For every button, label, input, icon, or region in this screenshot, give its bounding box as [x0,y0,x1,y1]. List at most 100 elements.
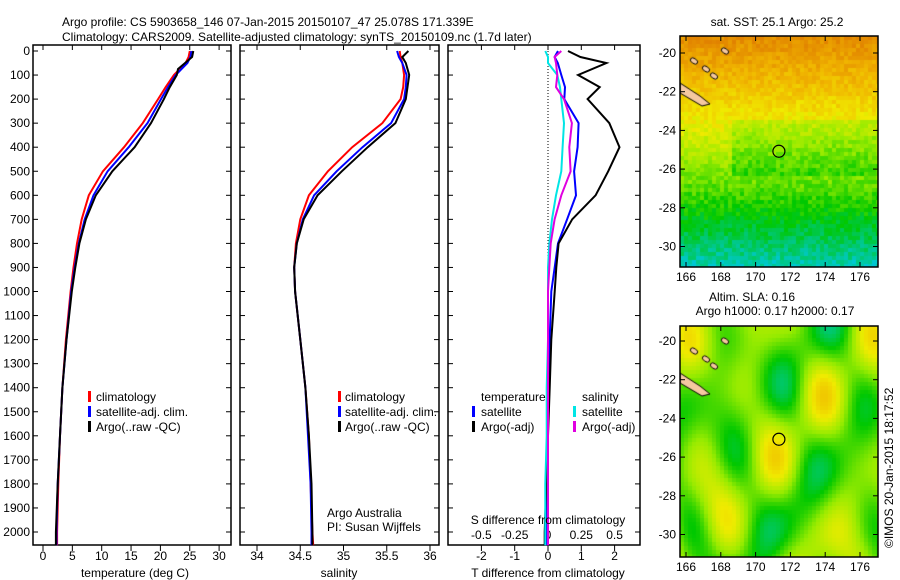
depth-tick-label: 1400 [3,381,30,395]
difference-panel: -2 -1 0 1 2-0.5 -0.25 0 0.25 0.5 [447,44,641,563]
depth-tick-label: 100 [10,68,30,82]
sla-map-axes: 166 168 170 172 174 176 -20 -22 -24 -26 -28 -30 [659,325,879,574]
depth-tick-label: 700 [10,212,30,226]
credit-line2: PI: Susan Wijffels [327,520,421,534]
depth-tick-label: 0 [23,44,30,58]
profile-location-marker [772,144,786,158]
legend-t-satellite: satellite [481,405,522,419]
legend-swatch-t-argo [472,421,475,432]
legend-t-argo: Argo(-adj) [481,420,534,434]
legend-s-satellite: satellite [582,405,623,419]
x-tick-label: 36 [423,549,437,563]
profile-line-argo-raw-qc- [293,50,411,546]
temperature-legend: climatology satellite-adj. clim. Argo(..… [88,390,188,434]
lon-tick-label: 174 [815,560,835,574]
depth-tick-label: 1600 [3,429,30,443]
lon-tick-label: 170 [746,270,766,284]
depth-tick-label: 500 [10,164,30,178]
sst-map-axes: 166 168 170 172 174 176 -20 -22 -24 -26 -28 -30 [659,35,879,284]
x-tick-label: 20 [154,549,168,563]
s-diff-tick-label: 0.5 [606,528,623,542]
tdiff-xlabel: T difference from climatology [471,566,625,580]
legend-swatch-satellite [88,406,91,417]
lon-tick-label: 174 [815,270,835,284]
plot-frame [447,44,641,546]
lat-tick-label: -28 [659,201,677,215]
legend-swatch-argo [88,421,91,432]
legend-swatch-t-satellite [472,406,475,417]
imos-timestamp: ©IMOS 20-Jan-2015 18:17:52 [882,387,896,548]
x-tick-label: 35 [337,549,351,563]
depth-tick-label: 1100 [4,309,30,323]
sst-map [680,36,878,267]
s-diff-tick-label: -0.25 [501,528,529,542]
depth-tick-label: 1700 [3,453,30,467]
profile-line-argo-raw-qc- [54,50,195,546]
depth-tick-label: 2000 [3,525,30,539]
x-tick-label: 10 [95,549,109,563]
lon-tick-label: 172 [780,270,800,284]
sla-map-subtitle: Argo h1000: 0.17 h2000: 0.17 [696,304,855,318]
x-tick-label: 30 [212,549,226,563]
lat-tick-label: -30 [659,240,677,254]
x-tick-label: -2 [476,549,487,563]
s-diff-tick-label: 0.25 [570,528,594,542]
sdiff-xlabel: S difference from climatology [471,513,626,527]
lon-tick-label: 168 [711,560,731,574]
legend-swatch-climatology [88,391,91,402]
legend-swatch-s-satellite [573,406,576,417]
plot-frame [239,44,440,546]
profile-line-satellite-adj-clim- [55,50,193,546]
salinity-panel: 34 34.5 35 35.5 36 [239,44,440,563]
lat-tick-label: -26 [659,162,677,176]
lon-tick-label: 172 [780,560,800,574]
x-tick-label: 0 [40,549,47,563]
x-tick-label: 1 [578,549,585,563]
header-line1: Argo profile: CS 5903658_146 07-Jan-2015… [62,15,474,29]
lon-tick-label: 166 [676,270,696,284]
x-tick-label: -1 [509,549,520,563]
depth-tick-label: 600 [10,188,30,202]
lon-tick-label: 166 [676,560,696,574]
legend-climatology: climatology [345,390,405,404]
lat-tick-label: -24 [659,123,677,137]
salinity-legend: climatology satellite-adj. clim. Argo(..… [338,390,437,434]
lat-tick-label: -22 [659,373,677,387]
lon-tick-label: 176 [850,270,870,284]
x-tick-label: 2 [611,549,618,563]
lat-tick-label: -22 [659,85,677,99]
lon-tick-label: 168 [711,270,731,284]
profile-location-marker [772,432,786,446]
lat-tick-label: -28 [659,489,677,503]
legend-climatology: climatology [96,390,156,404]
legend-satellite: satellite-adj. clim. [96,405,188,419]
profile-line-climatology [56,50,191,546]
depth-tick-label: 1300 [3,357,30,371]
header-line2: Climatology: CARS2009. Satellite-adjuste… [62,30,532,44]
legend-argo: Argo(..raw -QC) [96,420,181,434]
lon-tick-label: 176 [850,560,870,574]
sla-map-title: Altim. SLA: 0.16 [709,290,795,304]
map-frame [679,325,879,558]
profile-line-t-satellite [545,50,580,546]
profile-line-t-argo-adj- [543,50,621,546]
x-tick-label: 15 [124,549,138,563]
legend-swatch-climatology [338,391,341,402]
lat-tick-label: -26 [659,450,677,464]
legend-swatch-satellite [338,406,341,417]
depth-tick-label: 300 [10,116,30,130]
depth-tick-label: 800 [10,236,30,250]
legend-title-salinity: salinity [582,390,619,404]
legend-title-temperature: temperature [481,390,546,404]
profile-line-s-argo-adj- [547,50,573,546]
temperature-xlabel: temperature (deg C) [81,566,189,580]
lat-tick-label: -20 [659,334,677,348]
x-tick-label: 34.5 [289,549,313,563]
lon-tick-label: 170 [746,560,766,574]
sla-map [680,326,878,557]
lat-tick-label: -20 [659,46,677,60]
x-tick-label: 35.5 [375,549,399,563]
depth-tick-label: 1900 [3,501,30,515]
legend-swatch-argo [338,421,341,432]
